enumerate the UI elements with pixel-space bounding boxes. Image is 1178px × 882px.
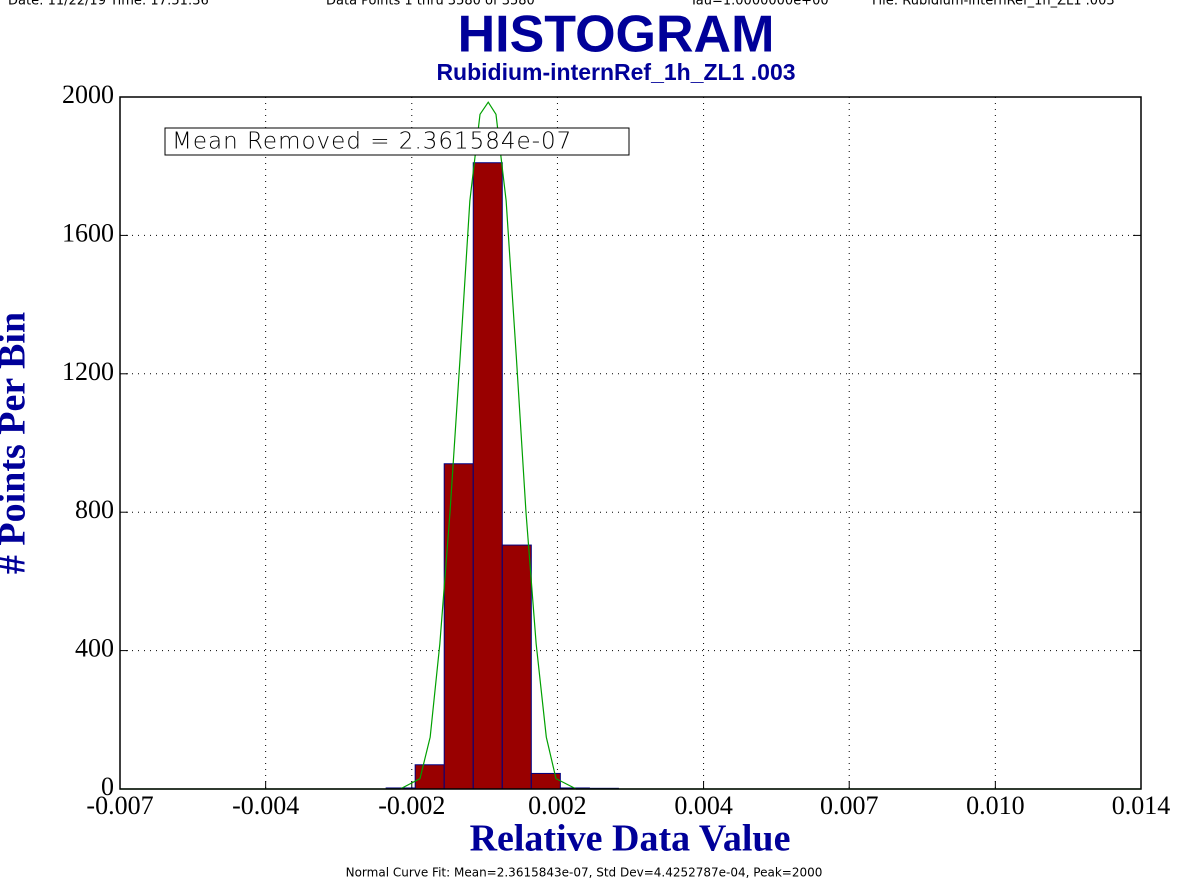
plot-frame (119, 96, 1142, 790)
x-tick-label: 0.002 (528, 791, 587, 820)
chart-title: HISTOGRAM (458, 6, 775, 64)
plot-area: 0 400 800 1200 1600 2000 -0.007 -0.004 -0.002 0.0… (62, 80, 1170, 820)
annotation-box (164, 127, 630, 156)
header-points: Data Points 1 thru 3580 of 3580 (326, 0, 535, 9)
y-tick-label: 0 (101, 772, 114, 801)
x-tick-label: 0.010 (966, 791, 1025, 820)
header-date: Date: 11/22/19 Time: 17:51:36 (8, 0, 209, 9)
y-tick-label: 800 (75, 495, 114, 524)
y-tick-label: 2000 (62, 80, 114, 109)
x-tick-label: 0.007 (820, 791, 879, 820)
header-file: File: Rubidium-internRef_1h_ZL1 .003 (872, 0, 1115, 9)
x-tick-label: 0.004 (674, 791, 733, 820)
y-axis-label: # Points Per Bin (0, 312, 34, 574)
y-tick-label: 400 (75, 634, 114, 663)
x-tick-label: -0.002 (378, 791, 445, 820)
y-tick-label: 1600 (62, 218, 114, 247)
x-tick-label: 0.014 (1112, 791, 1171, 820)
x-axis-label: Relative Data Value (470, 818, 791, 860)
x-tick-label: -0.004 (232, 791, 299, 820)
bar (414, 764, 445, 790)
bar (443, 463, 474, 790)
chart-subtitle: Rubidium-internRef_1h_ZL1 .003 (436, 59, 795, 85)
footer-note: Normal Curve Fit: Mean=2.3615843e-07, St… (346, 866, 823, 880)
header-tau: Tau=1.0000000e+00 (689, 0, 829, 9)
y-tick-label: 1200 (62, 357, 114, 386)
x-tick-label: -0.007 (86, 791, 153, 820)
bar (472, 162, 503, 790)
fit-curve (120, 101, 1141, 790)
bar (501, 544, 532, 790)
annotation: Mean Removed = 2.361584e-07 (172, 129, 572, 155)
bar (530, 772, 561, 790)
